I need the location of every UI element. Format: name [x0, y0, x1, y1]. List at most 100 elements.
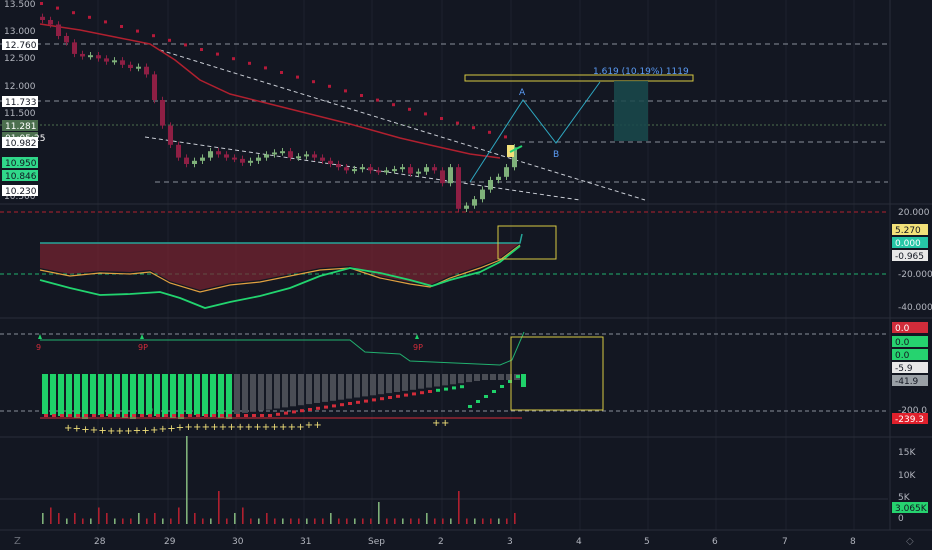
osc2-dot	[76, 414, 80, 417]
plus-marker: +	[313, 420, 321, 431]
osc2-tag: 0.0	[895, 351, 910, 361]
osc2-bar	[218, 374, 224, 418]
volume-bar	[394, 518, 396, 524]
volume-bar	[130, 518, 132, 524]
osc2-bar	[42, 374, 48, 414]
osc2-dot	[68, 414, 72, 417]
osc2-dot	[172, 414, 176, 417]
candle-body	[400, 167, 405, 170]
osc1-slow-line	[39, 244, 521, 293]
plus-marker: +	[90, 425, 98, 436]
osc2-dot	[492, 390, 496, 393]
volume-bar	[434, 518, 436, 524]
sar-dot	[504, 135, 507, 139]
osc2-bar	[90, 374, 96, 414]
osc2-bar	[170, 374, 176, 418]
time-tick: 2	[438, 537, 444, 547]
volume-bar	[386, 518, 388, 524]
osc2-bar	[66, 374, 72, 417]
osc2-tag-bg	[892, 375, 928, 386]
volume-bar	[66, 518, 68, 524]
osc1-tag-bg	[892, 250, 928, 261]
volume-bar	[506, 518, 508, 524]
osc1-tick: -20.000	[898, 270, 932, 280]
candle-body	[104, 58, 109, 62]
osc2-dot	[220, 414, 224, 417]
volume-bar	[138, 513, 140, 524]
osc2-dot	[436, 388, 440, 392]
target-zone[interactable]	[614, 81, 648, 141]
osc2-bar	[146, 374, 152, 415]
candle-body	[240, 158, 245, 163]
osc2-bar	[114, 374, 120, 417]
osc2-bar	[178, 374, 184, 419]
osc2-dot	[100, 414, 104, 417]
td-marker: 9P	[413, 343, 423, 352]
osc2-tag: -5.9	[895, 364, 913, 374]
volume-bar	[314, 518, 316, 524]
osc2-tag-bg	[892, 349, 928, 360]
td-sequential-markers: 9 9P 9P 9	[36, 334, 423, 415]
osc2-bar	[98, 374, 104, 415]
osc2-dot	[348, 402, 352, 405]
candle-body	[408, 167, 413, 174]
osc2-dot	[84, 414, 88, 417]
osc1-highlight-box[interactable]	[497, 225, 557, 260]
osc2-dot	[521, 374, 526, 387]
osc2-dot	[516, 375, 520, 378]
volume-bar	[442, 518, 444, 524]
plus-marker: +	[270, 422, 278, 433]
price-axis[interactable]: 13.50013.00012.50012.00011.50011.00010.5…	[4, 0, 932, 524]
osc2-bar	[450, 374, 456, 385]
volume-bar	[82, 518, 84, 524]
time-axis[interactable]: 28 29 30 31 Sep 2 3 4 5 6 7 8	[94, 537, 856, 547]
osc1-zero-line	[40, 233, 523, 244]
plus-marker: +	[184, 422, 192, 433]
candle-body	[312, 154, 317, 158]
sar-dot	[280, 71, 283, 74]
osc2-dot	[484, 395, 488, 398]
volume-bar	[42, 513, 44, 524]
osc2-bar	[282, 374, 288, 408]
plus-marker: +	[98, 426, 106, 437]
abc-pattern[interactable]	[469, 81, 601, 183]
target-box[interactable]	[464, 74, 694, 82]
price-tag: 10.846	[5, 172, 37, 182]
osc2-bar	[210, 374, 216, 417]
osc1-tag-bg	[892, 237, 928, 248]
osc2-highlight-box[interactable]	[510, 336, 604, 411]
volume-bar	[474, 518, 476, 524]
logo-icon[interactable]: Z	[14, 536, 21, 547]
osc1-tag: 0.000	[895, 239, 921, 249]
price-tick: 11.500	[4, 109, 36, 119]
osc2-dot	[268, 414, 272, 417]
candle-body	[496, 176, 501, 180]
osc2-bar	[106, 374, 112, 416]
osc2-dot	[428, 390, 432, 393]
price-tag: 10.950	[5, 159, 37, 169]
volume-bar	[458, 491, 460, 524]
osc2-bar	[154, 374, 160, 416]
osc2-dot	[316, 406, 320, 410]
volume-bar	[202, 518, 204, 524]
candle-body	[344, 167, 349, 171]
volume-bar	[466, 518, 468, 524]
plus-marker: +	[150, 425, 158, 436]
plus-marker: +	[245, 422, 253, 433]
candle-body	[248, 160, 253, 163]
candle-body	[488, 180, 493, 190]
settings-icon[interactable]: ◇	[906, 536, 914, 547]
osc2-bar	[322, 374, 328, 402]
candle-body	[40, 16, 45, 20]
osc2-bar	[466, 374, 472, 383]
osc2-tag-bg	[892, 322, 928, 333]
volume-bar	[266, 513, 268, 524]
osc2-bar	[506, 374, 512, 380]
osc1-tick: 20.000	[898, 208, 930, 218]
candle-body	[280, 151, 285, 154]
volume-bar	[146, 518, 148, 524]
candle-body	[272, 152, 277, 155]
osc2-dot	[332, 404, 336, 408]
candlesticks	[40, 13, 517, 212]
